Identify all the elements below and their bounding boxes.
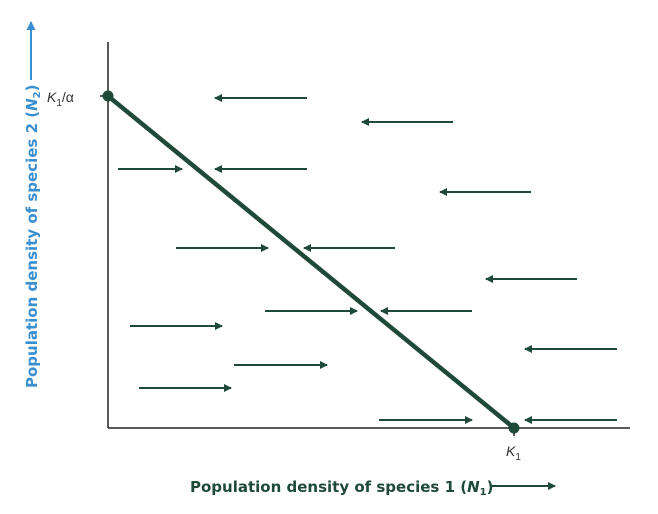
k-var: K	[47, 89, 57, 105]
x-title-var: N	[467, 478, 480, 496]
y-title-close: )	[23, 85, 41, 92]
isocline-line	[106, 94, 516, 430]
k-sub: 1	[515, 452, 521, 463]
x-axis-title: Population density of species 1 (N1)	[190, 478, 493, 498]
x-title-close: )	[487, 478, 494, 496]
y-intercept-label: K1/α	[47, 89, 74, 109]
k-sub: 1	[56, 98, 62, 109]
x-intercept-point	[508, 422, 520, 434]
x-title-sub: 1	[480, 487, 487, 498]
y-title-text: Population density of species 2 (	[23, 111, 41, 388]
k-var: K	[506, 443, 516, 459]
y-title-var: N	[23, 98, 41, 111]
y-axis-title: Population density of species 2 (N2)	[23, 85, 43, 388]
x-title-text: Population density of species 1 (	[190, 478, 467, 496]
y-title-sub: 2	[32, 91, 43, 98]
y-intercept-point	[102, 90, 114, 102]
arrow-group	[118, 94, 617, 424]
alpha-text: /α	[62, 89, 74, 105]
x-intercept-label: K1	[506, 443, 521, 463]
